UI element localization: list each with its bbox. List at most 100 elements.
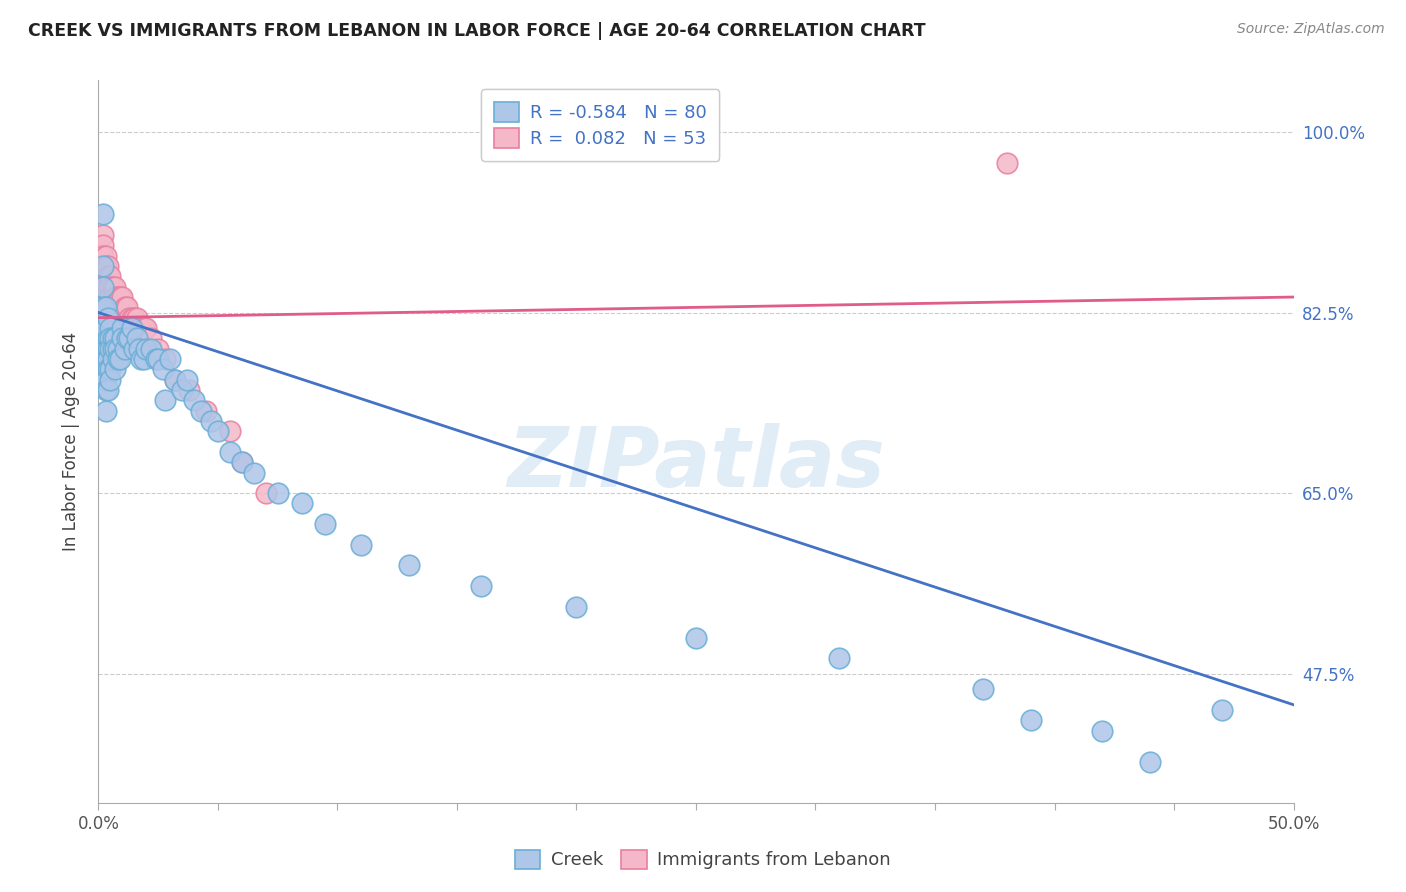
Point (231, 455, 253, 469)
Point (91, 342, 114, 356)
Point (97, 301, 120, 315)
Point (176, 373, 198, 387)
Point (179, 383, 201, 397)
Point (172, 383, 194, 397)
Point (114, 301, 136, 315)
Point (135, 342, 157, 356)
Point (98, 279, 122, 293)
Point (91, 331, 114, 345)
Point (98, 269, 122, 284)
Point (101, 290, 124, 304)
Text: CREEK VS IMMIGRANTS FROM LEBANON IN LABOR FORCE | AGE 20-64 CORRELATION CHART: CREEK VS IMMIGRANTS FROM LEBANON IN LABO… (28, 22, 925, 40)
Point (118, 310, 141, 325)
Point (190, 403, 212, 417)
Point (995, 156, 1018, 170)
Point (90, 342, 112, 356)
Point (104, 342, 127, 356)
Point (111, 290, 134, 304)
Point (91, 290, 114, 304)
Point (1091, 723, 1114, 738)
Point (91, 228, 114, 243)
Point (98, 342, 122, 356)
Point (111, 321, 134, 335)
Point (94, 373, 117, 387)
Point (200, 414, 222, 428)
Point (972, 682, 994, 697)
Point (128, 342, 150, 356)
Point (132, 321, 155, 335)
Point (91, 301, 114, 315)
Point (91, 301, 114, 315)
Point (115, 301, 138, 315)
Point (115, 331, 138, 345)
Point (90, 259, 112, 273)
Point (94, 342, 117, 356)
Point (97, 362, 120, 376)
Point (98, 301, 122, 315)
Point (91, 269, 114, 284)
Point (398, 558, 420, 573)
Point (565, 599, 588, 614)
Point (98, 331, 122, 345)
Point (101, 351, 124, 366)
Point (243, 466, 266, 480)
Point (91, 259, 114, 273)
Point (135, 321, 157, 335)
Point (108, 290, 131, 304)
Point (94, 351, 117, 366)
Point (97, 279, 120, 293)
Point (91, 373, 114, 387)
Point (97, 342, 120, 356)
Point (685, 631, 707, 645)
Point (121, 310, 143, 325)
Point (828, 651, 851, 665)
Point (1211, 703, 1233, 717)
Point (139, 342, 162, 356)
Point (219, 424, 242, 438)
Point (97, 310, 120, 325)
Point (107, 351, 129, 366)
Point (195, 403, 218, 417)
Point (121, 321, 143, 335)
Point (139, 331, 162, 345)
Point (101, 279, 124, 293)
Point (97, 259, 120, 273)
Point (107, 290, 129, 304)
Point (315, 517, 337, 532)
Point (94, 383, 117, 397)
Point (125, 310, 148, 325)
Point (132, 351, 155, 366)
Point (97, 351, 120, 366)
Point (1019, 713, 1042, 727)
Point (155, 393, 177, 408)
Point (124, 342, 146, 356)
Point (1139, 755, 1161, 769)
Point (159, 351, 181, 366)
Point (254, 486, 277, 500)
Text: Source: ZipAtlas.com: Source: ZipAtlas.com (1237, 22, 1385, 37)
Point (104, 331, 127, 345)
Point (155, 351, 177, 366)
Text: ZIPatlas: ZIPatlas (508, 423, 884, 504)
Point (470, 579, 492, 593)
Point (291, 496, 314, 510)
Point (104, 279, 127, 293)
Point (90, 331, 112, 345)
Point (114, 342, 136, 356)
Point (91, 279, 114, 293)
Point (148, 351, 170, 366)
Point (98, 373, 122, 387)
Point (90, 249, 112, 263)
Point (152, 362, 174, 376)
Point (231, 455, 253, 469)
Point (94, 269, 117, 284)
Point (97, 383, 120, 397)
Point (107, 342, 129, 356)
Point (94, 290, 117, 304)
Point (163, 373, 186, 387)
Point (91, 310, 114, 325)
Point (108, 351, 131, 366)
Point (90, 269, 112, 284)
Point (104, 290, 127, 304)
Point (97, 331, 120, 345)
